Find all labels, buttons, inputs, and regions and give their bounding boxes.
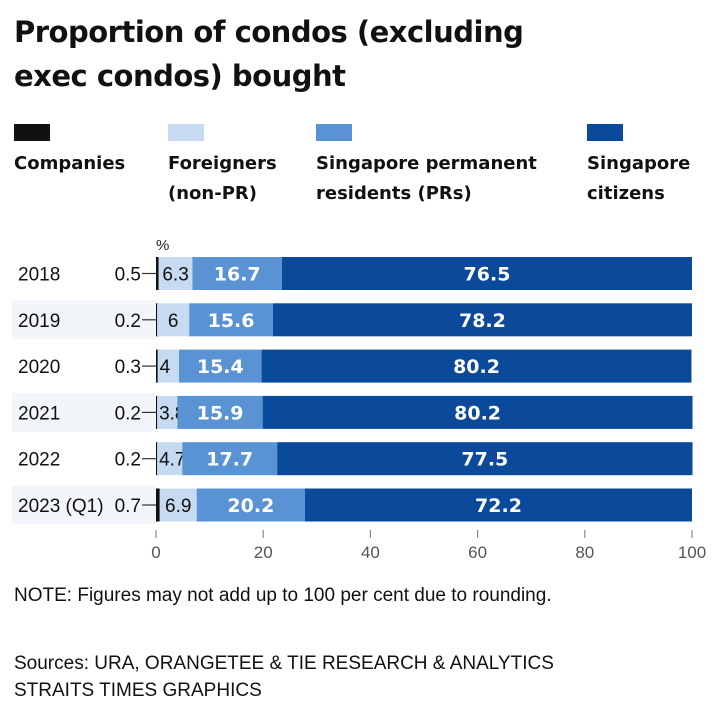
bar-segment: [177, 395, 263, 429]
bar-segment: [196, 488, 306, 522]
bar-segment: [189, 303, 273, 337]
data-label: 78.2: [459, 310, 506, 332]
bar-segment: [182, 442, 278, 476]
sources: Sources: URA, ORANGETEE & TIE RESEARCH &…: [14, 650, 554, 704]
x-tick-label: 100: [678, 543, 706, 562]
bar-segment: [157, 395, 178, 429]
bar-segment: [157, 349, 180, 383]
legend-label: Singapore permanent residents (PRs): [316, 153, 537, 204]
bar-segment: [281, 257, 692, 290]
legend-foreigners: Foreigners (non-PR): [168, 124, 277, 209]
data-label: 77.5: [461, 449, 508, 471]
legend-citizens: Singapore citizens: [587, 124, 690, 209]
data-label: 76.5: [464, 264, 511, 286]
data-label: 15.6: [208, 310, 255, 332]
bar-segment: [305, 488, 692, 522]
bar-segment: [156, 488, 160, 522]
legend-companies: Companies: [14, 124, 125, 179]
row-stripe: [12, 300, 156, 340]
bar-segment: [156, 349, 159, 383]
legend-label: Foreigners (non-PR): [168, 153, 277, 204]
data-label: 80.2: [454, 402, 501, 424]
data-label: 80.2: [453, 356, 500, 378]
legend-label: Singapore citizens: [587, 153, 691, 204]
note: NOTE: Figures may not add up to 100 per …: [14, 585, 552, 606]
data-label: 0.7: [115, 496, 141, 517]
data-label: 15.4: [197, 356, 244, 378]
data-label: 6.3: [162, 265, 188, 286]
x-tick-label: 20: [254, 543, 273, 562]
data-label: 0.3: [115, 357, 141, 378]
bar-segment: [157, 303, 190, 337]
bar-segment: [158, 257, 193, 290]
data-label: 17.7: [206, 449, 253, 471]
bar-segment: [179, 349, 262, 383]
data-label: 6.9: [165, 496, 191, 517]
category-label: 2020: [18, 357, 60, 378]
data-label: 15.9: [197, 402, 244, 424]
x-tick-label: 40: [361, 543, 380, 562]
category-label: 2022: [18, 450, 60, 471]
row-stripe: [12, 485, 156, 525]
data-label: 72.2: [475, 495, 522, 517]
source-line: Sources: URA, ORANGETEE & TIE RESEARCH &…: [14, 653, 554, 674]
bar-segment: [262, 395, 693, 429]
data-label: 0.5: [115, 265, 141, 286]
category-label: 2021: [18, 403, 60, 424]
chart-title: Proportion of condos (excluding exec con…: [14, 15, 524, 93]
data-label: 0.2: [115, 311, 141, 332]
bar-segment: [261, 349, 692, 383]
data-label: 0.2: [115, 403, 141, 424]
category-label: 2018: [18, 265, 60, 286]
data-label: 16.7: [214, 264, 261, 286]
x-tick-label: 0: [151, 543, 160, 562]
legend-swatch: [14, 124, 50, 141]
bar-segment: [156, 257, 159, 290]
x-tick-label: 80: [575, 543, 594, 562]
data-label: 0.2: [115, 450, 141, 471]
source-line: STRAITS TIMES GRAPHICS: [14, 680, 262, 701]
category-label: 2023 (Q1): [18, 496, 104, 517]
bar-segment: [272, 303, 692, 337]
data-label: 4: [160, 357, 171, 378]
legend-swatch: [168, 124, 204, 141]
row-stripe: [12, 392, 156, 432]
bar-segment: [192, 257, 282, 290]
data-label: 6: [168, 311, 179, 332]
legend-swatch: [316, 124, 352, 141]
bar-segment: [157, 442, 183, 476]
legend-label: Companies: [14, 153, 126, 174]
data-label: 4.7: [159, 450, 185, 471]
legend-prs: Singapore permanent residents (PRs): [316, 124, 537, 209]
x-tick-label: 60: [468, 543, 487, 562]
bar-segment: [159, 488, 197, 522]
legend-swatch: [587, 124, 623, 141]
unit-label: %: [156, 237, 169, 254]
data-label: 20.2: [227, 495, 274, 517]
category-label: 2019: [18, 311, 60, 332]
bar-segment: [277, 442, 693, 476]
